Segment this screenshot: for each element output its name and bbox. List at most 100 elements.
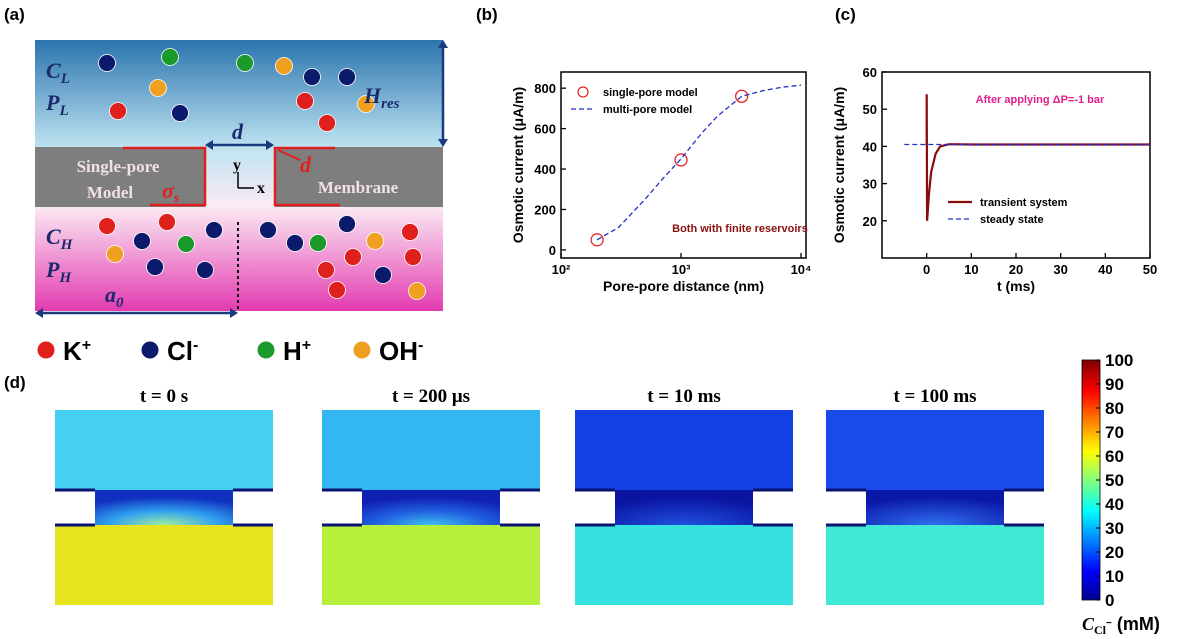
pore-wall bbox=[123, 146, 207, 207]
pore bbox=[205, 147, 275, 207]
colorbar-tick-label: 90 bbox=[1105, 375, 1124, 394]
label: d bbox=[300, 152, 312, 177]
label: σs bbox=[162, 178, 180, 206]
ion-legend-label: Cl- bbox=[167, 336, 198, 366]
heatmap-bottom bbox=[322, 525, 540, 605]
panel-label: (b) bbox=[476, 5, 498, 24]
ion bbox=[318, 114, 336, 132]
label: Membrane bbox=[318, 178, 399, 197]
heatmap-pore bbox=[362, 490, 500, 525]
label: x bbox=[257, 180, 265, 197]
x-axis-label: Pore-pore distance (nm) bbox=[603, 278, 764, 294]
y-axis-label: Osmotic current (μA/m) bbox=[831, 87, 847, 243]
arrowhead bbox=[205, 140, 213, 150]
ion bbox=[366, 232, 384, 250]
ion bbox=[161, 48, 179, 66]
marker bbox=[734, 89, 749, 103]
x-axis-label: t (ms) bbox=[997, 278, 1035, 294]
heatmap-pore bbox=[615, 490, 753, 525]
x-tick-label: 10⁴ bbox=[791, 262, 812, 277]
heatmap-bottom bbox=[55, 525, 273, 605]
annotation: Both with finite reservoirs bbox=[672, 223, 808, 235]
legend-label: transient system bbox=[980, 197, 1068, 209]
heatmap-bottom bbox=[826, 525, 1044, 605]
heatmap-pore bbox=[866, 490, 1004, 525]
y-axis-label: Osmotic current (μA/m) bbox=[510, 87, 526, 243]
panel-label: (c) bbox=[835, 5, 856, 24]
ion-charge: - bbox=[193, 337, 198, 354]
colorbar-tick-label: 60 bbox=[1105, 447, 1124, 466]
ion-legend-marker bbox=[352, 340, 372, 360]
x-tick-label: 10³ bbox=[672, 262, 691, 277]
label: PL bbox=[45, 90, 69, 119]
arrowhead bbox=[35, 308, 43, 318]
colorbar-tick-label: 40 bbox=[1105, 495, 1124, 514]
ion bbox=[275, 57, 293, 75]
label-part: Cl bbox=[1094, 623, 1107, 637]
y-tick-label: 60 bbox=[863, 65, 877, 80]
series-line bbox=[596, 84, 802, 241]
arrowhead bbox=[438, 139, 448, 147]
label: CL bbox=[46, 58, 70, 87]
ion bbox=[296, 92, 314, 110]
ion bbox=[408, 282, 426, 300]
legend-label: steady state bbox=[980, 214, 1044, 226]
colorbar-tick-label: 20 bbox=[1105, 543, 1124, 562]
arrowhead bbox=[266, 140, 274, 150]
annotation: After applying ΔP=-1 bar bbox=[976, 94, 1105, 106]
label: Single-pore bbox=[77, 157, 160, 176]
x-tick-label: 0 bbox=[923, 262, 930, 277]
panel-label: (d) bbox=[4, 373, 26, 392]
y-tick-label: 20 bbox=[863, 214, 877, 229]
heatmap-title: t = 10 ms bbox=[647, 386, 721, 407]
ion-name: OH bbox=[379, 336, 418, 366]
legend-marker bbox=[577, 86, 589, 98]
heatmap-title: t = 200 μs bbox=[392, 386, 470, 407]
ion bbox=[236, 54, 254, 72]
ion-charge: + bbox=[82, 337, 91, 354]
label: y bbox=[233, 157, 241, 174]
ion bbox=[146, 258, 164, 276]
plot-frame bbox=[560, 71, 807, 259]
colorbar-tick-label: 100 bbox=[1105, 351, 1133, 370]
ion bbox=[344, 248, 362, 266]
ion bbox=[328, 281, 346, 299]
ion bbox=[158, 213, 176, 231]
colorbar-tick-label: 70 bbox=[1105, 423, 1124, 442]
y-tick-label: 40 bbox=[863, 139, 877, 154]
ion bbox=[404, 248, 422, 266]
legend-label: multi-pore model bbox=[603, 104, 692, 116]
ion bbox=[357, 95, 375, 113]
ion-charge: - bbox=[418, 337, 423, 354]
marker bbox=[674, 153, 688, 167]
ion bbox=[303, 68, 321, 86]
label-part: C bbox=[1082, 614, 1095, 634]
ion-name: Cl bbox=[167, 336, 193, 366]
ion bbox=[106, 245, 124, 263]
ion bbox=[98, 54, 116, 72]
ion-legend-marker bbox=[140, 340, 160, 360]
label: d bbox=[232, 119, 244, 144]
series-line bbox=[925, 94, 1150, 221]
ion-legend-marker bbox=[256, 340, 276, 360]
ion bbox=[338, 215, 356, 233]
ion bbox=[374, 266, 392, 284]
heatmap-top bbox=[55, 410, 273, 490]
y-tick-label: 400 bbox=[534, 162, 556, 177]
ion-name: H bbox=[283, 336, 302, 366]
pore-edge bbox=[277, 149, 301, 161]
label-part: − bbox=[1106, 618, 1112, 629]
y-tick-label: 0 bbox=[549, 243, 556, 258]
label-part: (mM) bbox=[1112, 614, 1160, 634]
label: CH bbox=[46, 224, 74, 253]
ion bbox=[133, 232, 151, 250]
heatmap-bottom bbox=[575, 525, 793, 605]
ion bbox=[98, 217, 116, 235]
heatmap-top bbox=[322, 410, 540, 490]
heatmap-title: t = 0 s bbox=[140, 386, 188, 407]
x-tick-label: 10² bbox=[552, 262, 571, 277]
chart: 10² 10³ 10⁴ 0 200 400 600 800 Pore-pore distance… bbox=[510, 71, 812, 294]
ion bbox=[338, 68, 356, 86]
y-tick-label: 600 bbox=[534, 122, 556, 137]
y-tick-label: 30 bbox=[863, 177, 877, 192]
